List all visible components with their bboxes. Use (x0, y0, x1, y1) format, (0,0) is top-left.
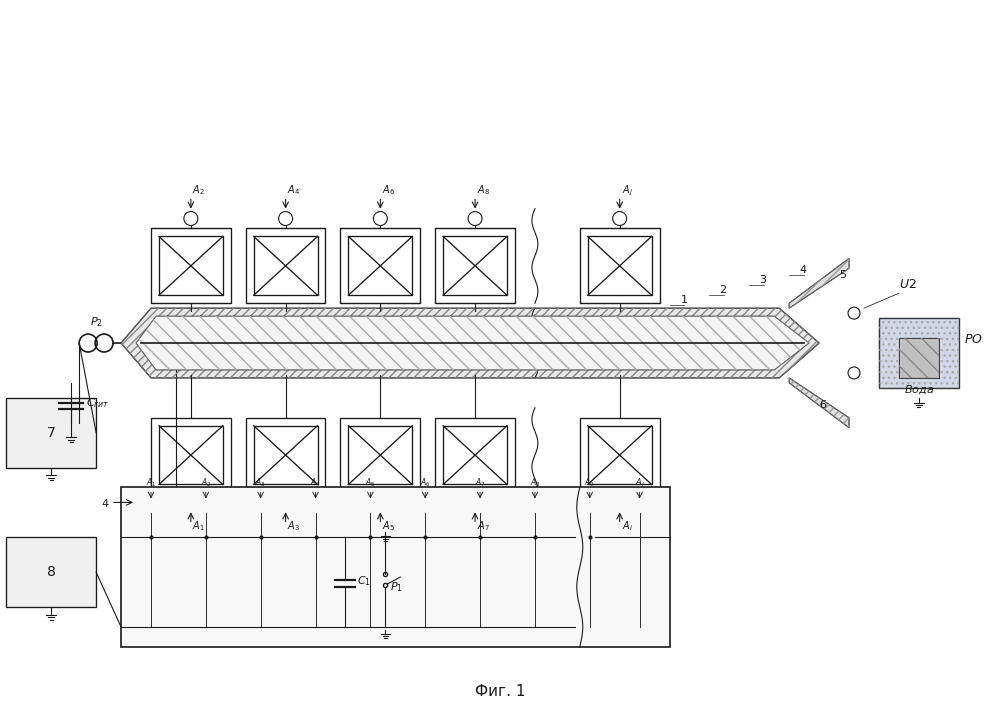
Text: $5$: $5$ (839, 268, 847, 280)
Polygon shape (136, 316, 809, 370)
Text: $A_8$: $A_8$ (477, 183, 490, 198)
Text: Фиг. 1: Фиг. 1 (475, 684, 525, 700)
Text: $A_8$: $A_8$ (530, 476, 540, 489)
Bar (340, 229, 420, 303)
Bar (443, 236, 507, 295)
Text: $Вода$: $Вода$ (904, 384, 934, 396)
Text: $1$: $1$ (680, 293, 687, 305)
Text: $C_1$: $C_1$ (357, 574, 371, 588)
Bar (588, 236, 652, 295)
Text: $РО$: $РО$ (964, 333, 983, 346)
Text: $A_9$: $A_9$ (584, 476, 595, 489)
Bar (435, 229, 515, 303)
Bar (348, 236, 412, 295)
Text: $A_5$: $A_5$ (365, 476, 376, 489)
Text: $A_3$: $A_3$ (287, 519, 300, 533)
Text: $7$: $7$ (46, 426, 56, 440)
Text: $U2$: $U2$ (899, 278, 917, 291)
Bar (246, 418, 325, 493)
Text: $A_6$: $A_6$ (420, 476, 431, 489)
Text: $A_4$: $A_4$ (310, 476, 321, 489)
Text: $2$: $2$ (719, 283, 727, 295)
Bar (443, 426, 507, 484)
Bar (580, 229, 660, 303)
Bar (151, 418, 231, 493)
Bar (580, 418, 660, 493)
Bar (6, 398, 96, 467)
Bar (254, 426, 318, 484)
Bar (121, 488, 670, 647)
Text: $A_2$: $A_2$ (192, 183, 205, 198)
Polygon shape (789, 378, 849, 428)
Bar (6, 537, 96, 607)
Text: $A_7$: $A_7$ (475, 476, 485, 489)
Bar (899, 338, 939, 378)
Text: $8$: $8$ (46, 565, 56, 579)
Text: $A_6$: $A_6$ (382, 183, 395, 198)
Text: $A_3$: $A_3$ (255, 476, 266, 489)
Text: $A_5$: $A_5$ (382, 519, 395, 533)
Text: $A_1$: $A_1$ (192, 519, 205, 533)
Text: $A_j$: $A_j$ (635, 477, 645, 490)
Text: $3$: $3$ (759, 273, 767, 285)
Text: $A_j$: $A_j$ (622, 184, 633, 198)
Text: $A_i$: $A_i$ (622, 519, 633, 533)
Text: $6$: $6$ (819, 398, 827, 410)
Bar (246, 229, 325, 303)
Bar (588, 426, 652, 484)
Bar (254, 236, 318, 295)
Polygon shape (121, 308, 819, 378)
Text: $A_4$: $A_4$ (287, 183, 300, 198)
Bar (435, 418, 515, 493)
Text: $C_{гит}$: $C_{гит}$ (86, 396, 110, 410)
Bar (879, 318, 959, 388)
Bar (151, 229, 231, 303)
Bar (159, 236, 223, 295)
Text: $P_1$: $P_1$ (390, 580, 403, 594)
Bar (879, 318, 959, 388)
Polygon shape (789, 258, 849, 308)
Text: $4$: $4$ (101, 498, 110, 509)
Bar (348, 426, 412, 484)
Text: $A_7$: $A_7$ (477, 519, 490, 533)
Text: $A_1$: $A_1$ (146, 476, 156, 489)
Bar (899, 338, 939, 378)
Text: $P_2$: $P_2$ (90, 315, 103, 329)
Bar (159, 426, 223, 484)
Text: $4$: $4$ (799, 263, 808, 275)
Bar (340, 418, 420, 493)
Text: $A_2$: $A_2$ (201, 476, 211, 489)
